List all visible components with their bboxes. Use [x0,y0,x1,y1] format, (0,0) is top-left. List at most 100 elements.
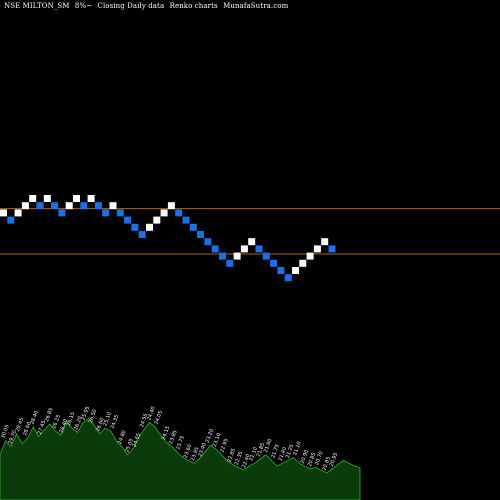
volume-value-label: 24.15 [161,425,172,441]
volume-value-label: 26.15 [66,411,77,427]
renko-brick-up [109,202,117,210]
volume-value-label: 24.40 [146,406,157,422]
volume-value-label: 23.20 [205,428,216,444]
renko-brick-down [219,252,226,260]
renko-brick-up [0,209,7,217]
renko-brick-down [175,209,183,217]
volume-value-label: 24.55 [139,413,150,429]
volume-value-label: 27.45 [37,420,48,436]
renko-brick-down [211,245,219,253]
volume-value-label: 24.35 [110,414,121,430]
volume-value-label: 23.10 [212,432,223,448]
volume-value-label: 29.70 [8,430,19,446]
volume-value-label: 23.40 [197,442,208,458]
renko-brick-up [14,209,22,217]
renko-brick-down [80,202,88,210]
renko-brick-down [102,209,110,217]
volume-value-label: 23.85 [168,430,179,446]
renko-brick-up [292,267,299,274]
volume-value-label: 21.40 [278,446,289,462]
volume-value-label: 20.90 [300,449,311,465]
renko-brick-up [248,238,256,246]
renko-brick-up [313,245,321,253]
volume-value-label: 26.50 [88,409,99,425]
volume-value-label: 26.85 [44,407,55,423]
volume-value-label: 25.95 [81,406,92,422]
volume-value-label: 20.70 [314,451,325,467]
renko-brick-up [167,202,175,210]
renko-brick-down [277,267,285,274]
renko-brick-down [94,202,102,210]
renko-brick-up [321,238,329,246]
volume-value-label: 24.65 [132,432,143,448]
volume-value-label: 22.95 [219,438,230,454]
renko-brick-down [36,202,44,210]
volume-value-label: 20.85 [307,452,318,468]
renko-brick-up [240,245,248,253]
renko-brick-up [306,252,314,260]
volume-value-label: 24.05 [154,410,165,426]
renko-brick-down [124,216,132,224]
renko-brick-down [182,216,190,224]
renko-brick-up [43,195,51,202]
volume-value-label: 21.25 [285,444,296,460]
volume-value-label: 24.80 [117,430,128,446]
volume-value-label: 20.85 [321,456,332,472]
renko-brick-down [116,209,124,217]
volume-value-label: 21.75 [270,444,281,460]
volume-value-label: 26.25 [51,414,62,430]
renko-brick-down [270,259,278,267]
renko-brick-up [153,216,161,224]
volume-value-label: 28.40 [29,410,40,426]
change-label: 8%~ [74,2,93,10]
volume-value-label: 21.90 [263,438,274,454]
renko-brick-up [160,209,168,217]
volume-area [0,417,361,500]
volume-value-label: 23.75 [175,435,186,451]
volume-value-label: 21.85 [256,442,267,458]
renko-brick-down [226,259,234,267]
renko-brick-down [197,231,205,238]
volume-value-label: 25.05 [124,438,135,454]
renko-brick-down [328,245,336,253]
volume-value-label: 25.10 [102,411,113,427]
symbol-label: NSE MILTON_SM [4,2,70,10]
chart-style-label: Renko charts [169,2,218,10]
renko-brick-up [29,195,37,202]
renko-brick-down [284,274,292,282]
renko-brick-up [87,195,95,202]
renko-brick-down [58,209,66,217]
chart-kind-label: Closing Daily data [97,2,165,10]
volume-value-label: 23.95 [190,446,201,462]
renko-brick-down [131,223,139,231]
renko-brick-up [21,202,29,210]
volume-value-label: 26.60 [95,417,106,433]
site-label: MunafaSutra.com [223,2,289,10]
renko-brick-up [299,259,307,267]
renko-brick-up [146,223,153,231]
renko-brick-down [189,223,197,231]
volume-value-label: 22.10 [248,446,259,462]
renko-brick-down [138,231,146,238]
volume-value-label: 29.45 [15,417,26,433]
volume-value-label: 26.40 [59,418,70,434]
renko-brick-down [204,238,212,246]
volume-value-label: 22.40 [241,453,252,469]
volume-value-label: 22.85 [227,448,238,464]
volume-value-label: 28.60 [22,421,33,437]
volume-value-label: 26.20 [73,416,84,432]
volume-value-label: 22.35 [234,451,245,467]
chart-header: NSE MILTON_SM 8%~ Closing Daily data Ren… [4,2,291,10]
renko-brick-up [65,202,73,210]
renko-brick-down [7,216,15,224]
volume-value-label: 21.10 [292,441,303,457]
renko-brick-down [51,202,59,210]
volume-value-label: 23.60 [183,444,194,460]
renko-brick-down [255,245,263,253]
renko-brick-up [73,195,80,202]
renko-brick-up [233,252,241,260]
volume-value-label: 20.95 [329,452,340,468]
renko-brick-down [262,252,270,260]
volume-value-label: 30.05 [0,424,11,440]
